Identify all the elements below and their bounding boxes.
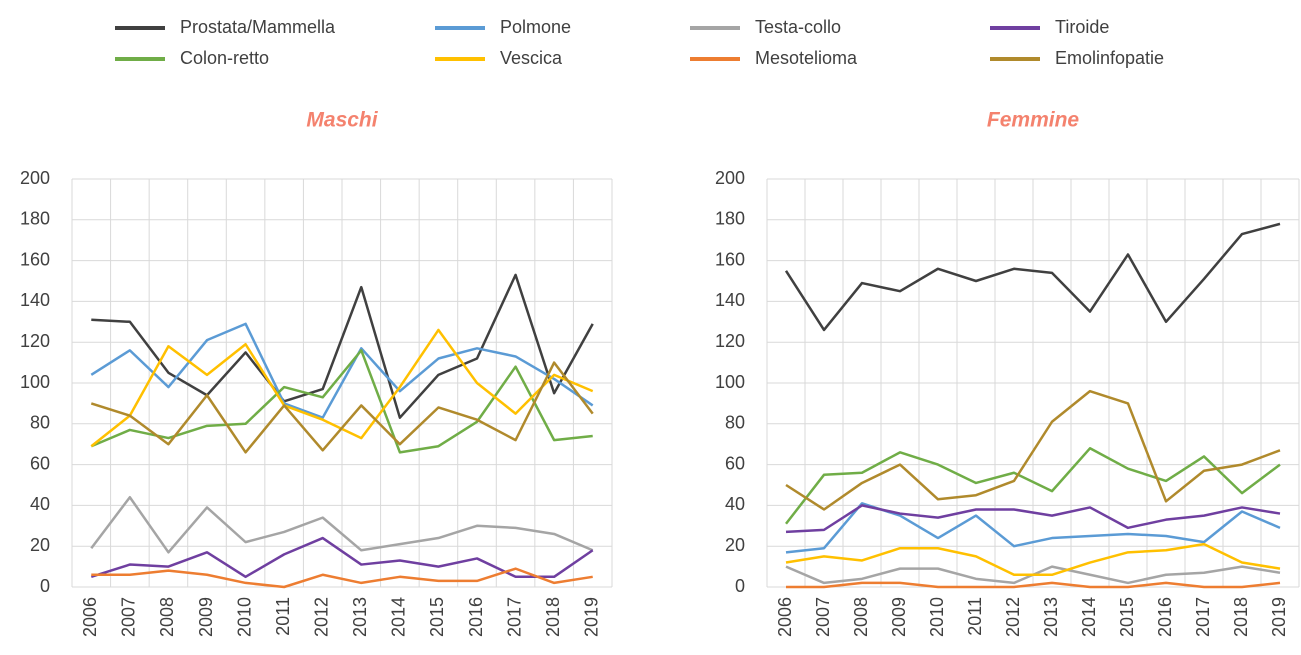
x-tick-label: 2007 (119, 597, 139, 637)
series-line (785, 389, 1281, 511)
y-tick-label: 180 (20, 209, 50, 229)
x-tick-label: 2019 (581, 597, 601, 637)
series-line (90, 322, 594, 419)
legend-label: Emolinfopatie (1055, 48, 1164, 68)
series-line (90, 361, 594, 454)
x-tick-label: 2016 (1155, 597, 1175, 637)
chart-title: Femmine (987, 109, 1080, 132)
series-line (90, 536, 594, 579)
series-line (91, 567, 593, 589)
y-tick-label: 60 (30, 453, 50, 473)
x-tick-label: 2011 (965, 597, 985, 636)
x-tick-label: 2012 (311, 597, 331, 637)
legend-label: Vescica (500, 48, 563, 68)
legend-label: Polmone (500, 17, 571, 37)
x-tick-label: 2015 (1117, 597, 1137, 637)
x-tick-label: 2009 (196, 597, 216, 637)
y-tick-label: 100 (715, 372, 745, 392)
x-tick-label: 2013 (350, 597, 370, 637)
y-tick-label: 80 (30, 413, 50, 433)
x-tick-label: 2018 (1231, 597, 1251, 637)
x-tick-label: 2011 (273, 597, 293, 636)
series-line (90, 495, 594, 554)
y-tick-label: 160 (715, 249, 745, 269)
y-tick-label: 0 (735, 576, 745, 596)
x-tick-label: 2013 (1041, 597, 1061, 637)
y-tick-label: 40 (30, 494, 50, 514)
y-tick-label: 120 (20, 331, 50, 351)
y-tick-label: 80 (725, 413, 745, 433)
x-tick-label: 2016 (466, 597, 486, 637)
y-tick-label: 200 (20, 168, 50, 188)
x-tick-label: 2010 (234, 597, 254, 637)
y-tick-label: 100 (20, 372, 50, 392)
x-tick-label: 2006 (775, 597, 795, 637)
x-tick-label: 2015 (427, 597, 447, 637)
y-tick-label: 200 (715, 168, 745, 188)
x-tick-label: 2017 (504, 597, 524, 637)
legend-label: Colon-retto (180, 48, 269, 68)
x-tick-label: 2018 (543, 597, 563, 637)
x-tick-label: 2006 (80, 597, 100, 637)
y-tick-label: 120 (715, 331, 745, 351)
y-tick-label: 180 (715, 209, 745, 229)
series-line (785, 542, 1281, 577)
x-tick-label: 2008 (851, 597, 871, 637)
y-tick-label: 0 (40, 576, 50, 596)
x-tick-label: 2007 (813, 597, 833, 637)
legend-label: Testa-collo (755, 17, 841, 37)
y-tick-label: 20 (725, 535, 745, 555)
series-line (785, 447, 1281, 525)
x-tick-label: 2010 (927, 597, 947, 637)
y-tick-label: 60 (725, 453, 745, 473)
y-tick-label: 160 (20, 249, 50, 269)
x-tick-label: 2008 (157, 597, 177, 637)
series-line (91, 273, 594, 419)
y-tick-label: 140 (20, 290, 50, 310)
x-tick-label: 2017 (1193, 597, 1213, 637)
y-tick-label: 40 (725, 494, 745, 514)
series-line (786, 581, 1281, 589)
legend-label: Mesotelioma (755, 48, 858, 68)
x-tick-label: 2019 (1269, 597, 1289, 637)
x-tick-label: 2009 (889, 597, 909, 637)
y-tick-label: 20 (30, 535, 50, 555)
legend-label: Tiroide (1055, 17, 1109, 37)
x-tick-label: 2014 (1079, 597, 1099, 637)
series-line (785, 504, 1281, 534)
legend-label: Prostata/Mammella (180, 17, 336, 37)
chart-title: Maschi (306, 109, 378, 132)
series-line (784, 222, 1281, 332)
series-line (785, 502, 1281, 554)
y-tick-label: 140 (715, 290, 745, 310)
x-tick-label: 2014 (389, 597, 409, 637)
x-tick-label: 2012 (1003, 597, 1023, 637)
